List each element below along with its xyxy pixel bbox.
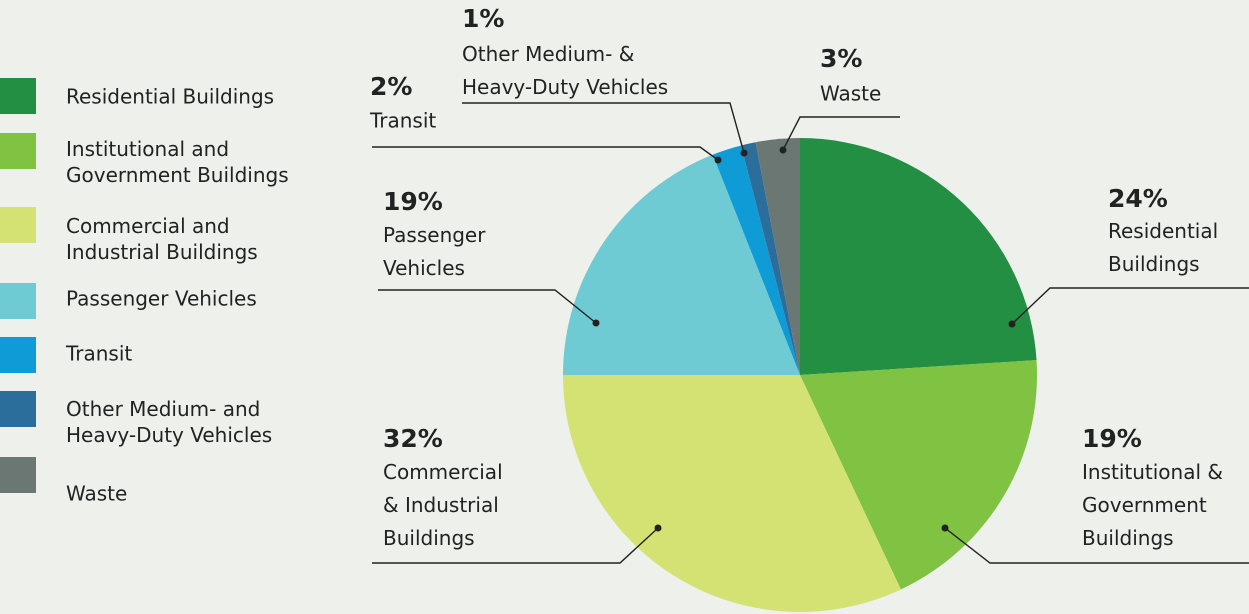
leader-line bbox=[944, 527, 1249, 564]
pie-slice bbox=[800, 360, 1037, 590]
leader-dot bbox=[1008, 320, 1016, 328]
legend-label: Residential Buildings bbox=[66, 85, 274, 109]
value-label: 24% bbox=[1108, 184, 1168, 213]
legend-swatch bbox=[0, 337, 36, 373]
slice-label: Waste bbox=[820, 82, 881, 106]
legend-swatch bbox=[0, 457, 36, 493]
legend-swatch bbox=[0, 283, 36, 319]
pie bbox=[563, 138, 1037, 613]
slice-label: Other Medium- & Heavy-Duty Vehicles bbox=[462, 42, 668, 99]
pie-slice bbox=[563, 375, 901, 613]
legend-swatch bbox=[0, 391, 36, 427]
leader-line bbox=[1011, 287, 1249, 325]
pie-slice bbox=[800, 138, 1037, 375]
value-label: 19% bbox=[383, 187, 443, 216]
value-label: 2% bbox=[370, 72, 412, 101]
leader-lines bbox=[372, 102, 1249, 564]
pie-slice bbox=[712, 145, 800, 375]
legend-label: Waste bbox=[66, 482, 127, 506]
value-label: 19% bbox=[1082, 424, 1142, 453]
legend-swatch bbox=[0, 133, 36, 169]
legend-swatch bbox=[0, 78, 36, 114]
value-label: 1% bbox=[462, 4, 504, 33]
leader-line bbox=[782, 116, 900, 151]
value-label: 3% bbox=[820, 44, 862, 73]
leader-dot bbox=[654, 524, 662, 532]
slice-label: Passenger Vehicles bbox=[383, 223, 486, 280]
pie-slice bbox=[755, 138, 800, 375]
pie-slice bbox=[741, 142, 800, 375]
leader-line bbox=[462, 102, 745, 154]
value-label: 32% bbox=[383, 424, 443, 453]
slice-label: Institutional & Government Buildings bbox=[1082, 460, 1223, 550]
leader-dot bbox=[714, 156, 722, 164]
leader-dot bbox=[740, 149, 748, 157]
leader-line bbox=[372, 527, 659, 564]
leader-line bbox=[378, 289, 597, 324]
leader-dot bbox=[592, 319, 600, 327]
legend-label: Commercial and Industrial Buildings bbox=[66, 214, 258, 264]
leader-line bbox=[372, 146, 719, 161]
slice-label: Commercial & Industrial Buildings bbox=[383, 460, 503, 550]
legend-label: Institutional and Government Buildings bbox=[66, 137, 289, 187]
leader-dot bbox=[779, 146, 787, 154]
legend-label: Other Medium- and Heavy-Duty Vehicles bbox=[66, 397, 272, 447]
leader-dot bbox=[941, 524, 949, 532]
legend-swatch bbox=[0, 207, 36, 243]
slice-label: Residential Buildings bbox=[1108, 219, 1218, 276]
legend-label: Passenger Vehicles bbox=[66, 287, 257, 311]
slice-label: Transit bbox=[369, 109, 436, 133]
legend-label: Transit bbox=[65, 342, 132, 366]
pie-slice bbox=[563, 154, 800, 375]
